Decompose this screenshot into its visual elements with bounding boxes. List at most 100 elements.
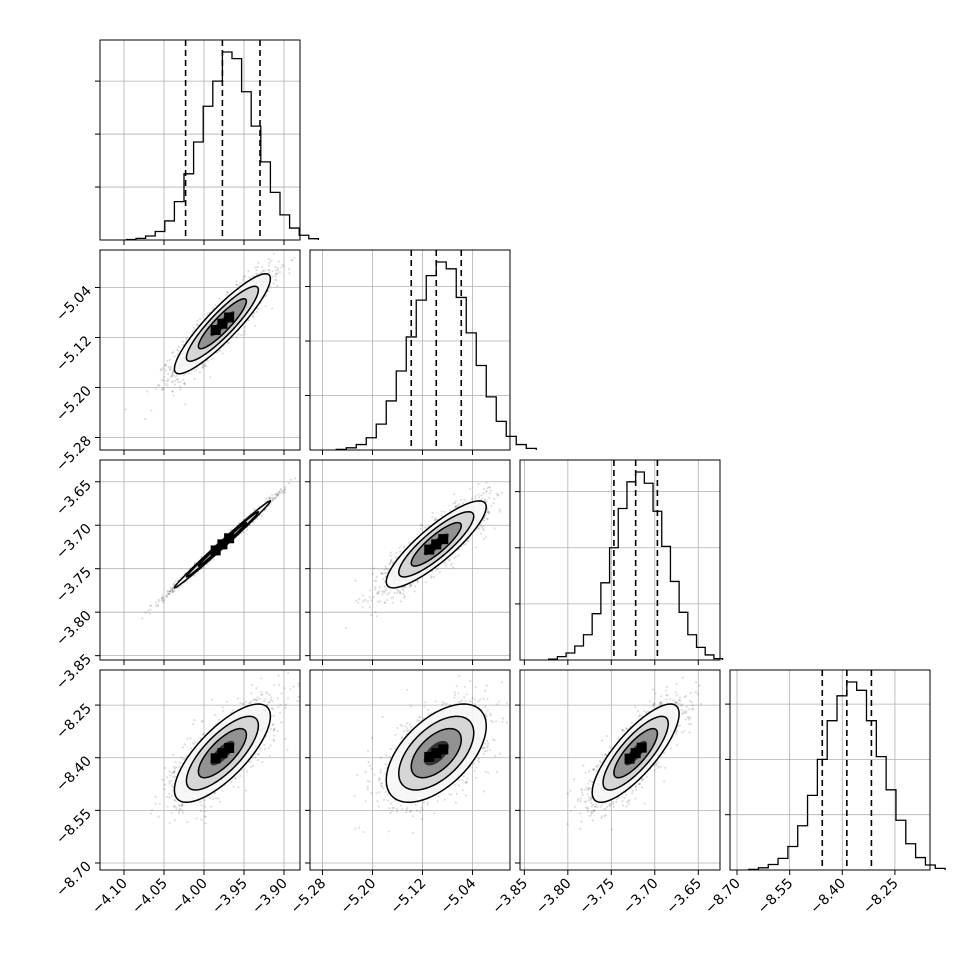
scatter-point [268,496,271,499]
scatter-point [193,377,196,380]
scatter-point [194,561,197,564]
scatter-point [272,282,275,285]
scatter-point [166,359,169,362]
scatter-point [162,601,165,604]
scatter-point [481,527,485,530]
scatter-point [162,388,165,391]
scatter-panel-2-0: −3.85−3.80−3.75−3.70−3.65 [53,459,301,693]
scatter-point [171,372,174,375]
scatter-point [273,497,277,500]
scatter-point [172,583,175,586]
scatter-point [235,283,238,286]
scatter-point [181,340,184,343]
scatter-point [270,259,273,262]
hist-step-0 [125,51,320,241]
scatter-point [146,390,149,393]
scatter-point [517,478,519,480]
scatter-point [272,499,275,502]
scatter-point [482,525,485,528]
scatter-point [488,496,491,499]
scatter-point [167,372,170,376]
y-tick-label: −5.12 [53,333,95,375]
scatter-point [169,358,172,361]
scatter-point [149,604,152,607]
scatter-point [204,365,207,368]
scatter-point [267,268,270,271]
scatter-point [291,259,294,262]
density-core [210,533,235,556]
scatter-point [474,497,477,500]
scatter-point [167,366,171,369]
scatter-point [171,587,174,590]
scatter-point [260,265,263,269]
scatter-point [247,270,250,273]
panel-frame [99,39,301,241]
scatter-point [398,546,401,549]
scatter-point [162,599,166,602]
scatter-point [369,589,372,592]
scatter-point [413,590,416,593]
density-core-cell [210,545,221,556]
scatter-point [403,595,406,598]
scatter-point [265,294,268,297]
scatter-point [177,381,180,384]
scatter-point [271,498,274,501]
scatter-point [274,278,277,282]
scatter-point [185,337,188,340]
scatter-point [255,310,258,313]
scatter-point [486,511,489,514]
scatter-point [274,275,277,278]
scatter-point [166,379,170,382]
scatter-point [192,574,196,577]
scatter-point [282,490,285,493]
scatter-point [144,417,147,421]
scatter-point [168,590,172,593]
density-core [210,312,235,336]
scatter-point [281,263,284,266]
density-core-cell [224,312,235,323]
scatter-point [235,336,238,339]
scatter-point [444,563,447,567]
scatter-point [275,279,278,282]
x-tick-label: −8.40 [807,876,849,918]
scatter-point [173,383,176,386]
scatter-point [438,570,441,573]
scatter-point [490,489,493,492]
scatter-point [252,315,255,319]
scatter-point [396,588,399,591]
scatter-point [182,373,186,376]
scatter-point [274,266,277,269]
scatter-point [389,551,392,554]
scatter-point [161,599,164,602]
scatter-point [170,375,173,378]
scatter-point [161,596,164,600]
scatter-point [368,606,372,609]
scatter-point [381,572,384,575]
scatter-point [200,363,204,366]
scatter-point [388,563,391,566]
scatter-point [290,478,293,481]
panel-frame [309,249,511,451]
y-tick-label: −3.70 [53,521,95,563]
scatter-point [478,496,481,499]
scatter-point [148,612,151,615]
scatter-point [161,594,164,598]
scatter-point [162,597,165,600]
scatter-point [480,498,483,501]
scatter-point [277,493,280,496]
scatter-point [179,388,182,391]
y-tick-label: −5.04 [53,283,95,325]
scatter-point [276,494,279,497]
scatter-point [382,577,385,581]
scatter-point [276,267,279,270]
scatter-point [198,371,202,374]
scatter-point [183,383,186,386]
scatter-point [184,403,187,406]
scatter-point [288,272,291,275]
scatter-point [403,596,406,599]
scatter-point [484,499,487,502]
scatter-point [390,596,393,599]
contour-0 [173,500,272,589]
scatter-point [474,495,477,498]
scatter-point [456,504,460,507]
